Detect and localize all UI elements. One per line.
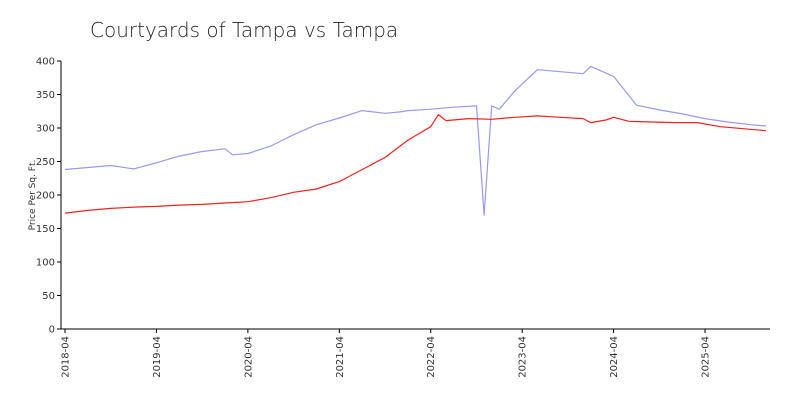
series-line-0 <box>64 65 767 216</box>
y-tick-label: 100 <box>36 258 55 269</box>
x-tick-label: 2022-04 <box>426 336 437 378</box>
x-tick-label: 2020-04 <box>243 336 254 378</box>
y-tick-label: 50 <box>42 291 55 302</box>
y-tick-label: 350 <box>36 90 55 101</box>
x-tick-label: 2023-04 <box>518 336 529 378</box>
series-line-1 <box>64 113 767 214</box>
x-tick-label: 2025-04 <box>701 336 712 378</box>
series-group <box>64 65 767 216</box>
y-axis: 0 50 100 150 200 250 300 350 400 <box>36 57 61 336</box>
x-tick-label: 2018-04 <box>61 336 72 378</box>
y-tick-label: 400 <box>36 57 55 68</box>
y-tick-label: 250 <box>36 157 55 168</box>
x-tick-label: 2019-04 <box>152 336 163 378</box>
axes <box>60 61 770 330</box>
y-tick-label: 200 <box>36 191 55 202</box>
y-tick-label: 0 <box>49 325 55 336</box>
y-tick-label: 300 <box>36 124 55 135</box>
y-tick-label: 150 <box>36 224 55 235</box>
x-tick-label: 2024-04 <box>609 336 620 378</box>
chart-title: Courtyards of Tampa vs Tampa <box>90 18 398 42</box>
x-axis: 2018-04 2019-04 2020-04 2021-04 2022-04 2023-… <box>61 329 712 378</box>
y-axis-label: Price Per Sq. Ft. <box>28 160 38 231</box>
x-tick-label: 2021-04 <box>335 336 346 378</box>
